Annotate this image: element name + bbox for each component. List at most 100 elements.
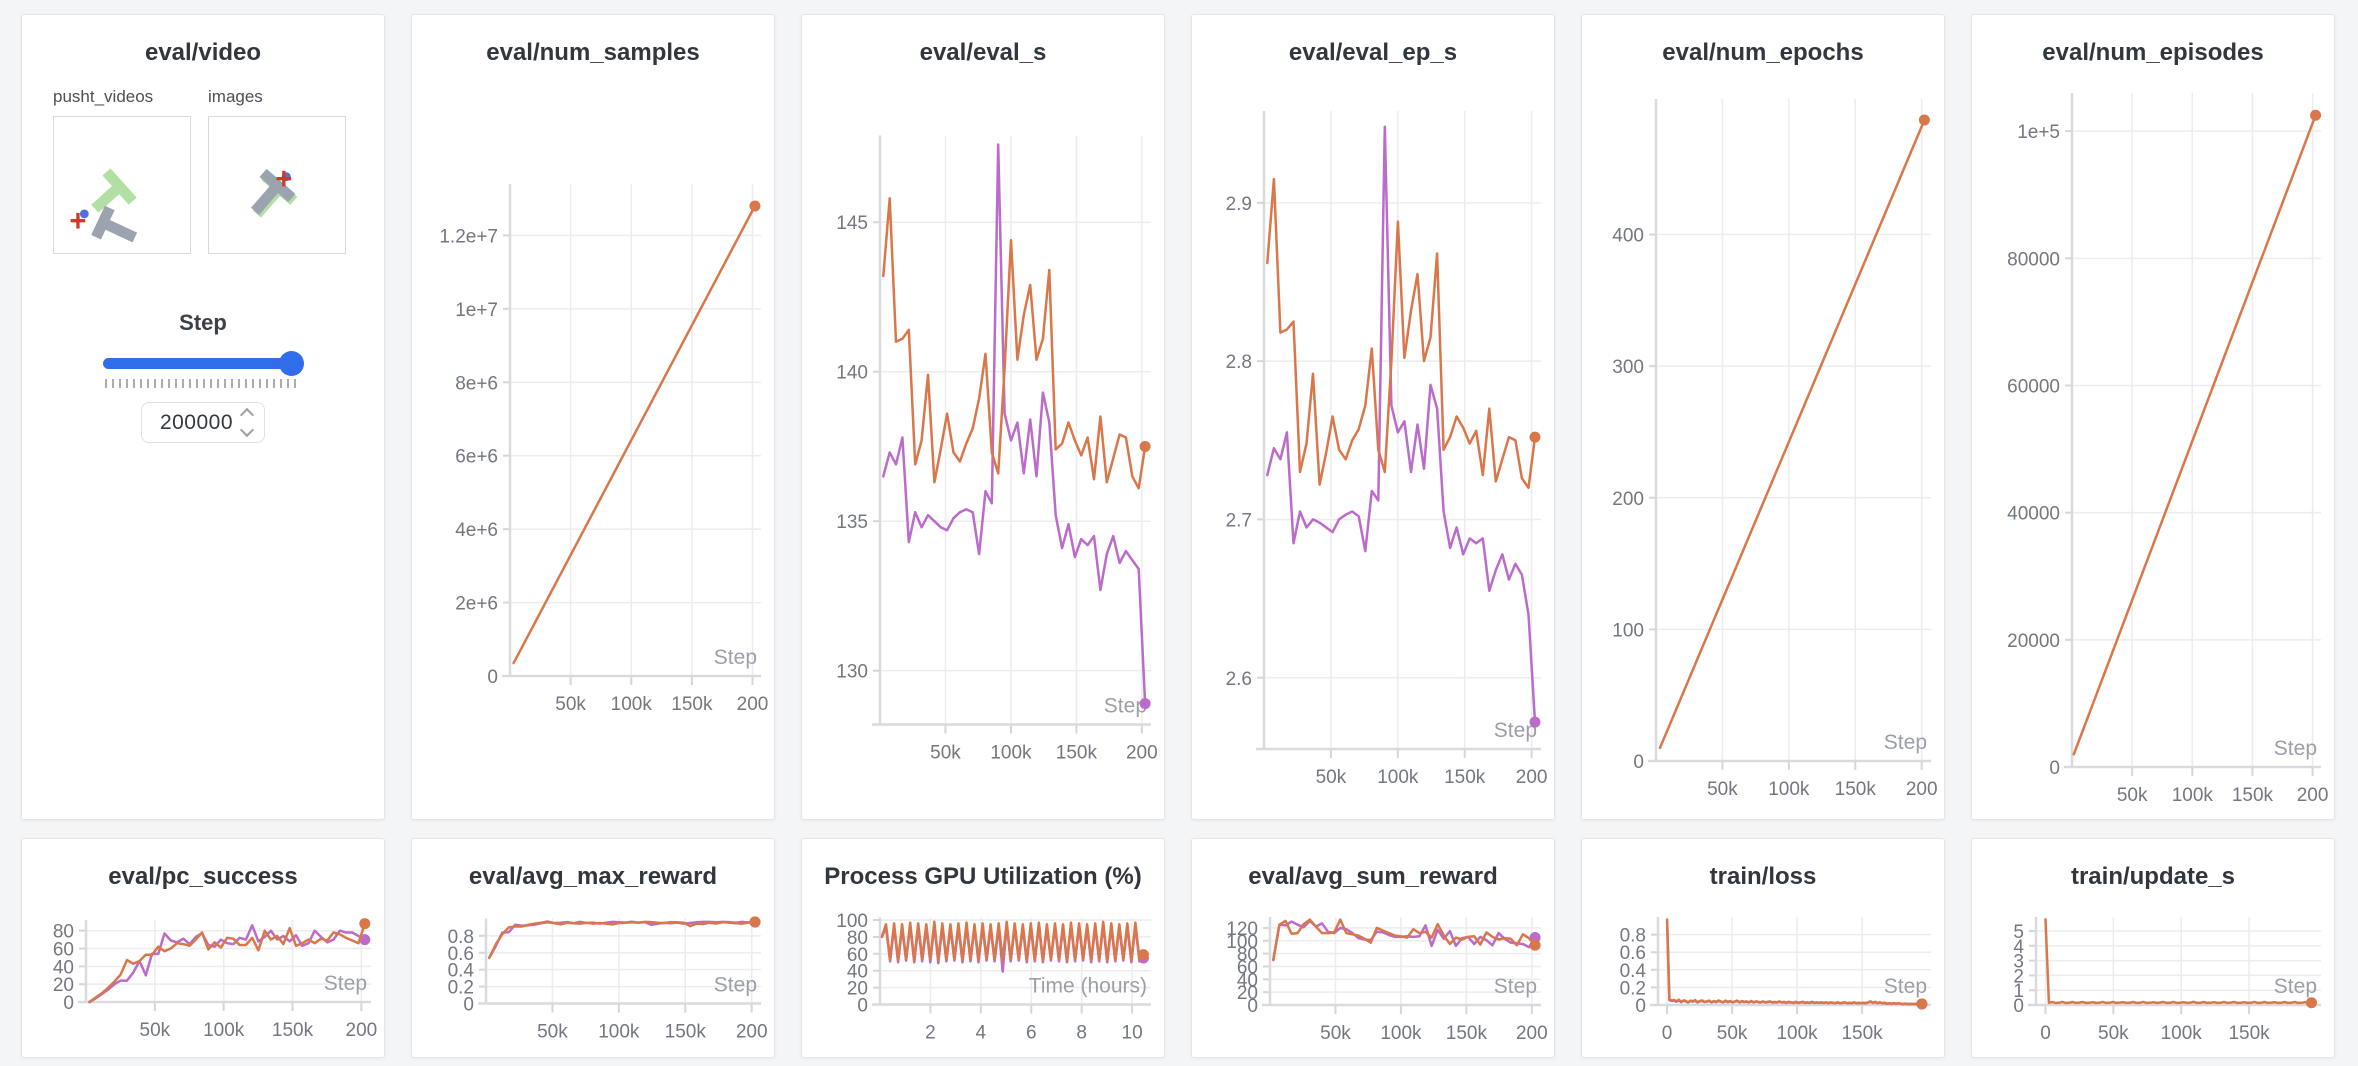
pusht-env-image-2 <box>250 168 298 218</box>
svg-text:200: 200 <box>737 694 769 715</box>
svg-text:80000: 80000 <box>2007 249 2060 270</box>
svg-text:200: 200 <box>1906 779 1938 800</box>
svg-text:50k: 50k <box>1707 779 1738 800</box>
svg-text:0: 0 <box>63 993 74 1014</box>
chart-title: eval/avg_max_reward <box>468 863 718 890</box>
svg-text:200: 200 <box>346 1020 378 1041</box>
svg-text:50k: 50k <box>1320 1023 1351 1044</box>
svg-text:100k: 100k <box>598 1022 640 1043</box>
svg-text:200: 200 <box>2297 785 2329 806</box>
svg-text:0: 0 <box>487 667 498 688</box>
pusht-block-t-shape <box>91 205 138 243</box>
svg-text:135: 135 <box>836 512 868 533</box>
svg-text:8: 8 <box>1076 1023 1087 1044</box>
step-slider[interactable] <box>103 350 304 376</box>
svg-text:50k: 50k <box>930 743 961 764</box>
panel-eval-num-samples: eval/num_samples 0 2e+6 4e+6 6e+6 8e+6 1e+7 1.… <box>411 14 775 820</box>
panel-train-loss: train/loss 0 0.2 0.4 0.6 0.8 0 50k 100k 150k Step <box>1581 838 1945 1058</box>
panel-eval-avg-max-reward: eval/avg_max_reward 0 0.2 0.4 0.6 0.8 50k 100k… <box>411 838 775 1058</box>
svg-text:4: 4 <box>976 1023 987 1044</box>
svg-text:50k: 50k <box>555 694 586 715</box>
step-slider-section: Step 200000 <box>22 310 384 443</box>
svg-text:8e+6: 8e+6 <box>455 373 498 394</box>
svg-text:150k: 150k <box>2228 1023 2270 1044</box>
chart-canvas-eval-num-episodes[interactable]: 0 20000 40000 60000 80000 1e+5 50k 100k 150k 200 S… <box>1972 71 2334 819</box>
svg-text:Step: Step <box>324 972 367 995</box>
svg-text:Step: Step <box>1104 695 1147 718</box>
svg-text:Step: Step <box>2274 737 2317 760</box>
svg-text:2.7: 2.7 <box>1226 510 1252 531</box>
svg-text:2.8: 2.8 <box>1226 352 1252 373</box>
chart-canvas-eval-eval-s[interactable]: 130 135 140 145 50k 100k 150k 200 Step <box>802 71 1164 819</box>
svg-text:50k: 50k <box>1316 767 1347 788</box>
chart-title: eval/pc_success <box>108 863 298 890</box>
svg-text:100k: 100k <box>1776 1023 1818 1044</box>
chart-canvas-eval-num-epochs[interactable]: 0 100 200 300 400 50k 100k 150k 200 Step <box>1582 71 1944 819</box>
svg-text:150k: 150k <box>1444 767 1486 788</box>
svg-text:100: 100 <box>1226 932 1258 953</box>
svg-text:100k: 100k <box>990 743 1032 764</box>
svg-text:2.6: 2.6 <box>1226 669 1252 690</box>
svg-text:0: 0 <box>1247 996 1258 1017</box>
svg-text:10: 10 <box>1122 1023 1143 1044</box>
svg-text:Step: Step <box>1494 975 1537 998</box>
pusht-block-t-shape <box>250 168 296 215</box>
svg-text:50k: 50k <box>2098 1023 2129 1044</box>
panel-eval-num-epochs: eval/num_epochs 0 100 200 300 400 50k 100k 150k… <box>1581 14 1945 820</box>
svg-text:300: 300 <box>1612 357 1644 378</box>
step-number-input[interactable]: 200000 <box>140 402 266 443</box>
svg-text:4: 4 <box>2013 937 2024 958</box>
svg-text:1: 1 <box>2013 981 2024 1002</box>
svg-text:200: 200 <box>1126 743 1158 764</box>
chart-canvas-eval-num-samples[interactable]: 0 2e+6 4e+6 6e+6 8e+6 1e+7 1.2e+7 50k 100k 150k 20… <box>412 71 774 819</box>
video-frame-images[interactable] <box>208 116 346 254</box>
svg-text:2: 2 <box>925 1023 936 1044</box>
step-value[interactable]: 200000 <box>159 410 234 434</box>
svg-text:100k: 100k <box>1377 767 1419 788</box>
svg-text:100k: 100k <box>2161 1023 2203 1044</box>
chart-canvas-eval-avg-max-reward[interactable]: 00.20.40.60.8 50k 100k 150k 200 Step <box>412 895 774 1057</box>
stepper-down-icon[interactable] <box>239 422 255 438</box>
pusht-env-image <box>70 168 138 243</box>
svg-text:150k: 150k <box>665 1022 707 1043</box>
svg-text:150k: 150k <box>671 694 713 715</box>
svg-text:0.4: 0.4 <box>1620 961 1647 982</box>
svg-text:80: 80 <box>847 928 868 949</box>
svg-text:Step: Step <box>714 646 757 669</box>
panel-eval-video: eval/video pusht_videos <box>21 14 385 820</box>
chart-canvas-eval-eval-ep-s[interactable]: 2.6 2.7 2.8 2.9 50k 100k 150k 200 Step <box>1192 71 1554 819</box>
svg-text:100k: 100k <box>203 1020 245 1041</box>
svg-text:150k: 150k <box>1835 779 1877 800</box>
step-slider-track[interactable] <box>103 358 303 369</box>
step-slider-knob[interactable] <box>279 351 304 376</box>
video-frame-pusht[interactable] <box>53 116 191 254</box>
video-thumb-pusht-videos[interactable]: pusht_videos <box>53 77 191 254</box>
video-thumb-label: images <box>208 87 263 106</box>
svg-text:Step: Step <box>1494 719 1537 742</box>
svg-text:40000: 40000 <box>2007 504 2060 525</box>
video-thumb-images[interactable]: images <box>208 77 346 254</box>
panel-eval-avg-sum-reward: eval/avg_sum_reward 0 20 40 60 80 100 120 50k 10… <box>1191 838 1555 1058</box>
goal-cross-icon <box>276 170 292 187</box>
stepper-up-icon[interactable] <box>239 407 255 423</box>
svg-text:2e+6: 2e+6 <box>455 594 498 615</box>
svg-text:Step: Step <box>1884 731 1927 754</box>
svg-text:40: 40 <box>53 957 74 978</box>
svg-text:50k: 50k <box>140 1020 171 1041</box>
svg-text:Time (hours): Time (hours) <box>1029 975 1147 998</box>
svg-text:2: 2 <box>2013 966 2024 987</box>
svg-text:80: 80 <box>53 922 74 943</box>
panel-eval-num-episodes: eval/num_episodes 0 20000 40000 60000 80000 1… <box>1971 14 2335 820</box>
svg-text:100: 100 <box>1612 620 1644 641</box>
video-thumbnails: pusht_videos <box>22 71 384 254</box>
svg-text:0: 0 <box>2013 996 2024 1017</box>
svg-text:200: 200 <box>1516 1023 1548 1044</box>
svg-text:0.6: 0.6 <box>1620 943 1646 964</box>
svg-text:60000: 60000 <box>2007 376 2060 397</box>
